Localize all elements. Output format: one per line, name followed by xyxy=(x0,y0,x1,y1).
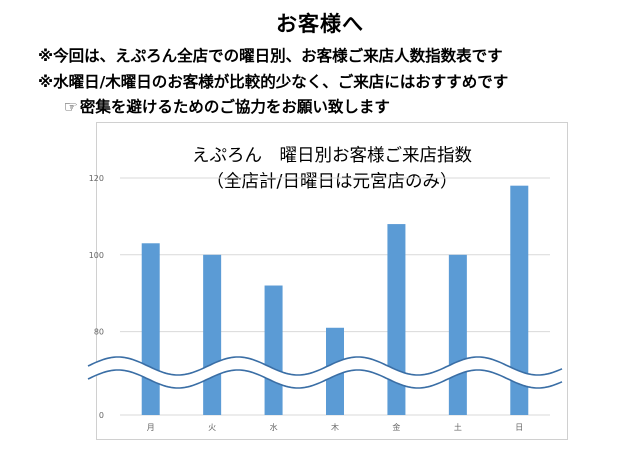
axis-break-line-upper xyxy=(87,356,563,376)
page-heading: お客様へ xyxy=(276,12,364,36)
note-recommended-days: ※水曜日/木曜日のお客様が比較的少なく、ご来店にはおすすめです xyxy=(38,73,509,91)
chart-subtitle: （全店計/日曜日は元宮店のみ） xyxy=(206,172,458,192)
bar-火 xyxy=(203,254,222,415)
y-tick-label: 0 xyxy=(99,411,104,420)
x-tick-label: 火 xyxy=(208,423,216,432)
bar-月 xyxy=(141,243,160,415)
x-tick-label: 日 xyxy=(515,423,523,432)
bar-金 xyxy=(387,224,406,415)
y-tick-label: 80 xyxy=(94,328,104,337)
bar-水 xyxy=(264,285,283,415)
pointing-hand-icon: ☞ xyxy=(64,98,78,116)
x-tick-label: 金 xyxy=(392,422,400,432)
axis-break-line-lower xyxy=(87,369,563,389)
x-tick-label: 土 xyxy=(454,422,462,432)
chart-title: えぷろん 曜日別お客様ご来店指数 xyxy=(192,146,472,166)
note-index-description: ※今回は、えぷろん全店での曜日別、お客様ご来店人数指数表です xyxy=(38,47,503,65)
bar-日 xyxy=(510,185,529,415)
note-avoid-crowds: ☞ 密集を避けるためのご協力をお願い致します xyxy=(64,95,390,117)
x-tick-label: 水 xyxy=(270,422,278,432)
y-tick-label: 120 xyxy=(89,174,104,183)
x-tick-label: 月 xyxy=(147,423,155,432)
bar-土 xyxy=(448,254,467,415)
y-tick-label: 100 xyxy=(89,251,104,260)
x-tick-label: 木 xyxy=(331,422,339,432)
note-avoid-crowds-text: 密集を避けるためのご協力をお願い致します xyxy=(79,98,390,116)
